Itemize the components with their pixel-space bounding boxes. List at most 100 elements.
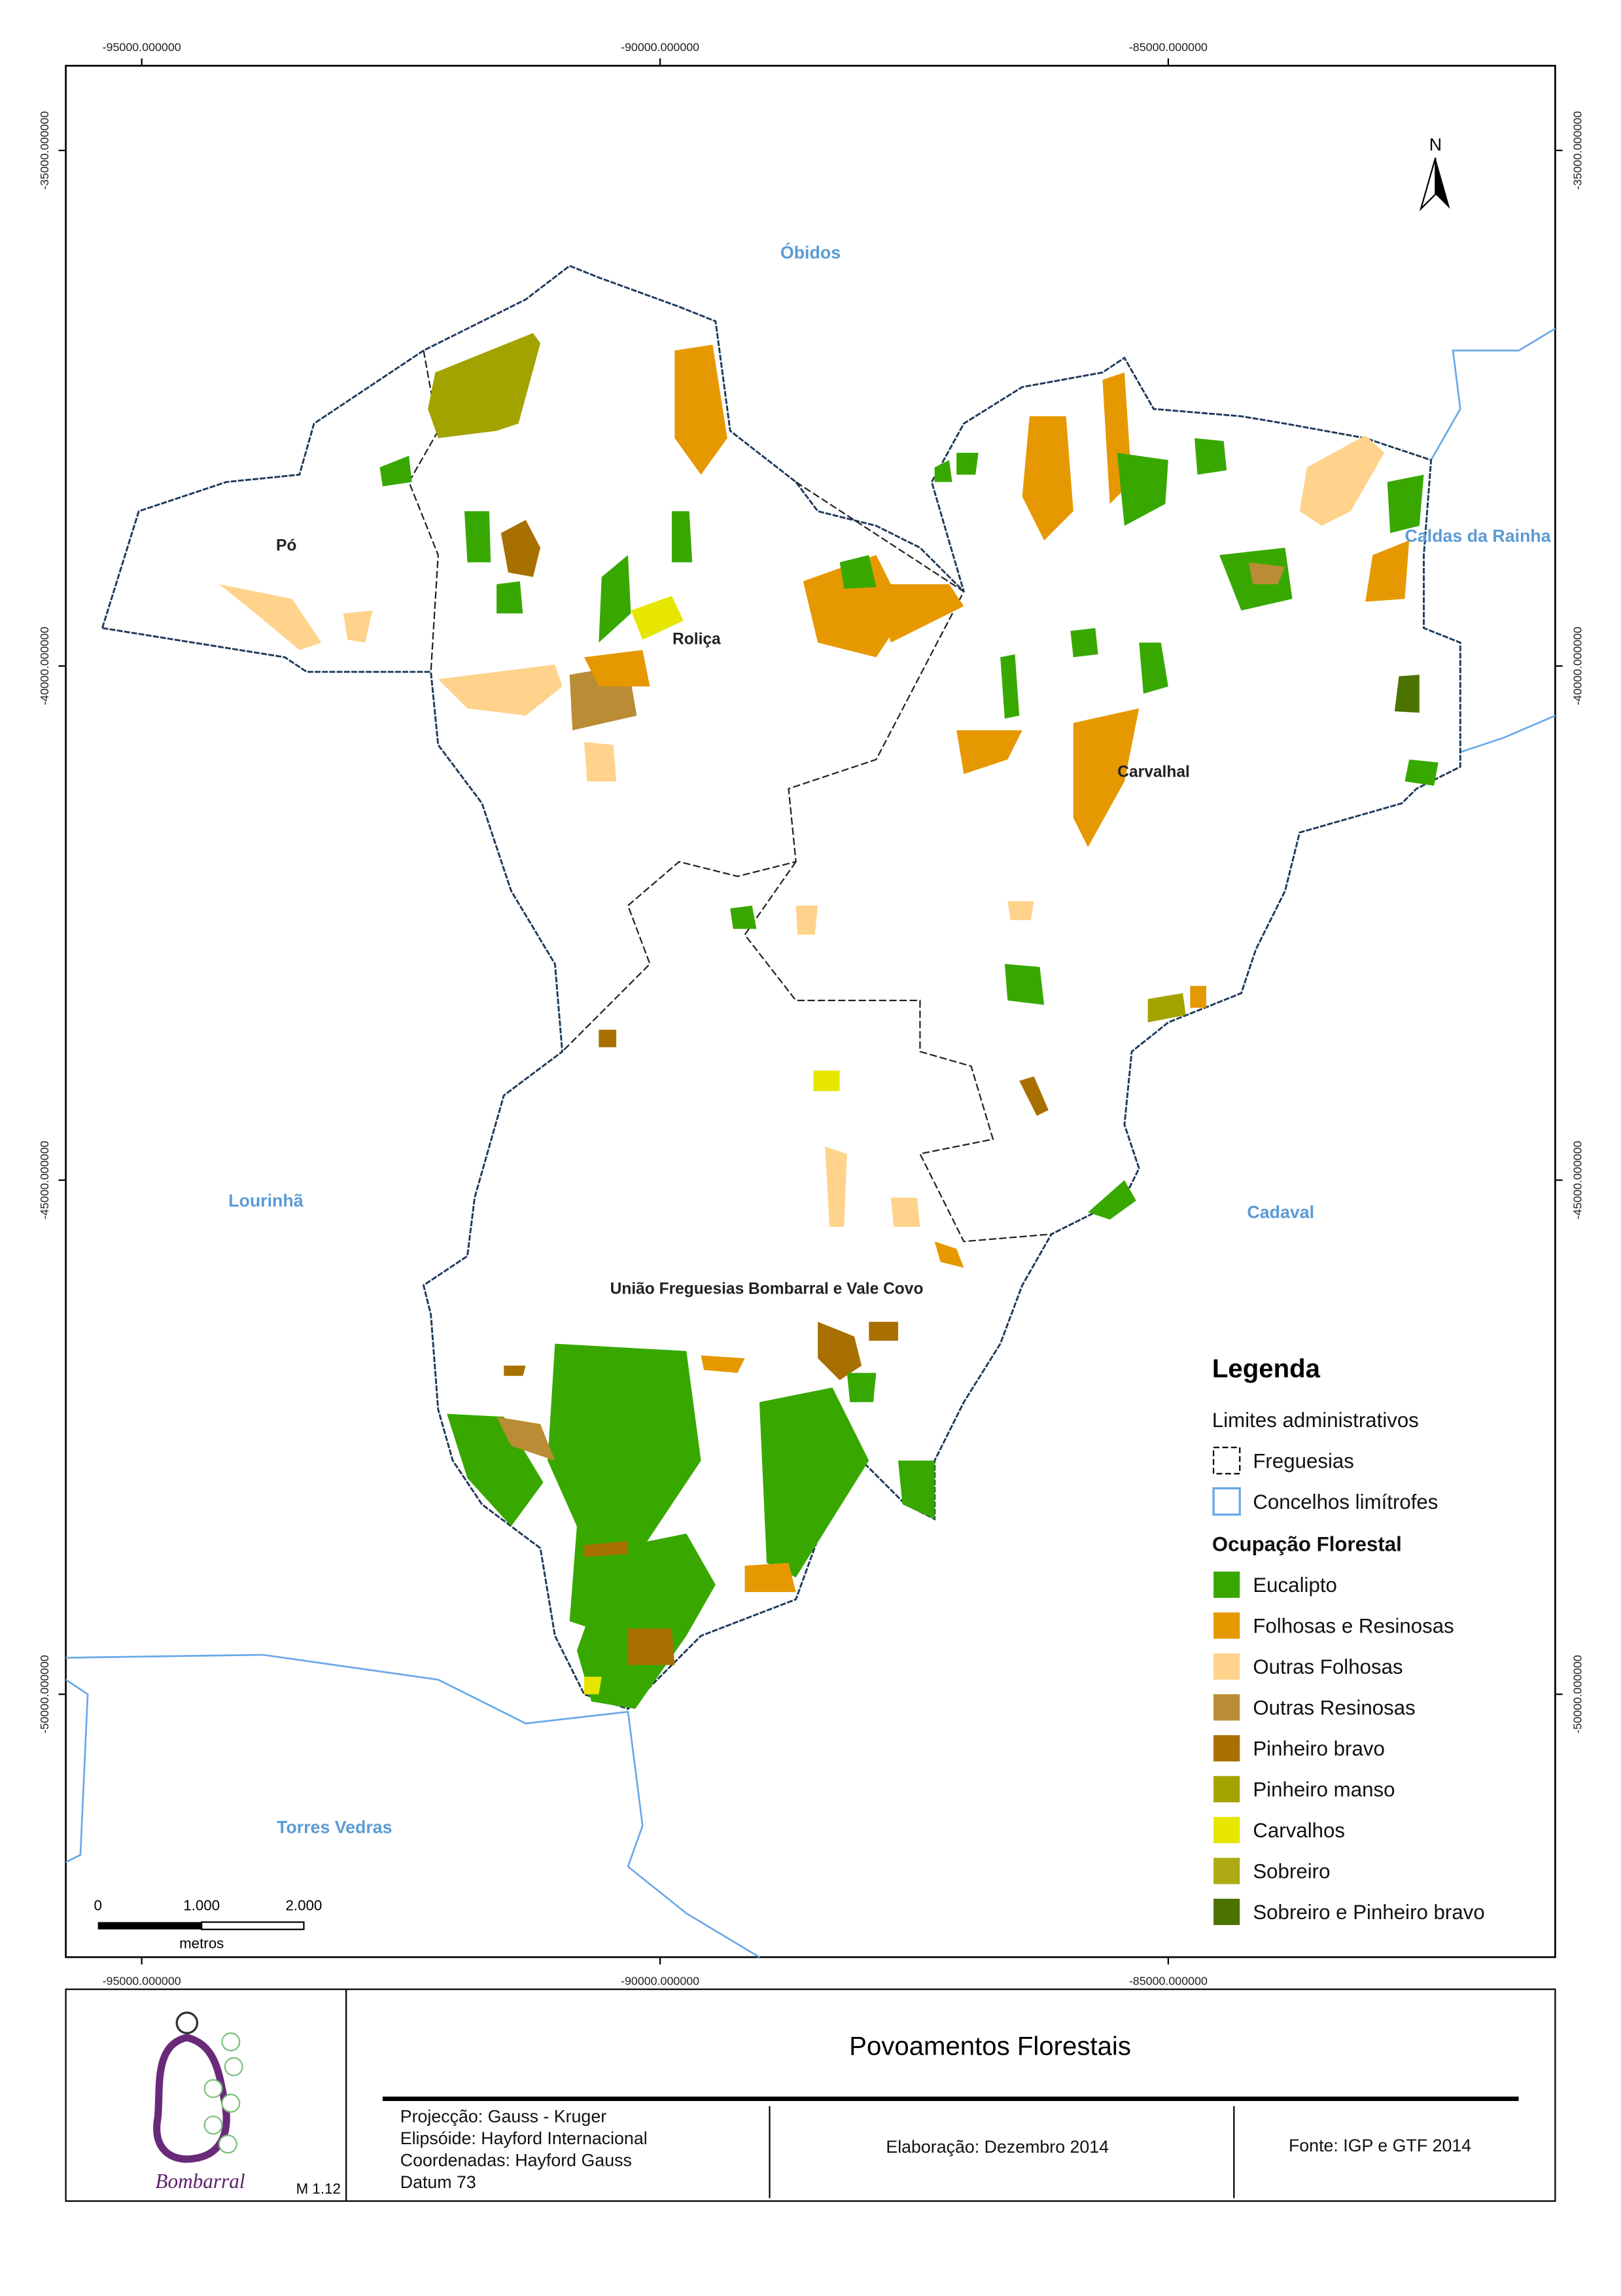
scale-bar: 0 1.000 2.000 metros — [94, 1898, 322, 1952]
forest-patch — [1365, 540, 1410, 602]
municipality-boundary — [101, 264, 1461, 1710]
tick-label: -35000.000000 — [1571, 111, 1584, 190]
forest-patch — [956, 452, 979, 475]
logo: Bombarral — [153, 2011, 245, 2193]
forest-patch — [813, 1070, 840, 1091]
forest-patch — [1073, 708, 1140, 847]
forest-patch — [1004, 964, 1045, 1005]
logo-grape — [224, 2057, 243, 2077]
tick-label: -40000.000000 — [38, 627, 51, 705]
legend-swatch — [1213, 1571, 1240, 1598]
tick-label: -45000.000000 — [1571, 1141, 1584, 1220]
neighbour-label: Óbidos — [780, 242, 841, 262]
neighbour-label: Caldas da Rainha — [1405, 526, 1552, 546]
forest-patch — [825, 1146, 847, 1227]
legend-swatch — [1213, 1858, 1240, 1884]
concelho-line — [65, 1653, 760, 1958]
legend-label: Pinheiro bravo — [1253, 1737, 1385, 1760]
forest-patch — [218, 584, 322, 650]
logo-grape — [221, 2093, 241, 2113]
forest-patch — [1194, 438, 1227, 475]
legend-swatch — [1213, 1612, 1240, 1639]
scale-segment — [97, 1922, 202, 1930]
forest-patch — [956, 730, 1022, 775]
legend-swatch — [1213, 1653, 1240, 1680]
title-block-frame — [65, 1988, 1556, 2202]
logo-grape — [221, 2032, 241, 2052]
parish-label: União Freguesias Bombarral e Vale Covo — [610, 1280, 924, 1298]
tick-label: -50000.000000 — [1571, 1655, 1584, 1733]
forest-patch — [584, 650, 650, 687]
tick-label: -90000.000000 — [621, 41, 699, 54]
scale-label: 0 — [94, 1898, 101, 1914]
forest-patch — [548, 1343, 701, 1636]
forest-patch — [500, 520, 541, 577]
map-title: Povoamentos Florestais — [849, 2032, 1131, 2061]
tick-label: -85000.000000 — [1129, 1975, 1208, 1988]
tick-label: -95000.000000 — [103, 41, 181, 54]
logo-grape — [218, 2134, 237, 2154]
date: Elaboração: Dezembro 2014 — [886, 2137, 1109, 2157]
forest-patch — [584, 741, 617, 782]
forest-patch — [1190, 985, 1206, 1008]
tick-label: -85000.000000 — [1129, 41, 1208, 54]
logo-pear — [153, 2034, 230, 2163]
parish-label: Pó — [276, 537, 296, 555]
logo-stem — [175, 2011, 199, 2034]
forest-patch — [447, 1413, 544, 1527]
legend-label: Concelhos limítrofes — [1253, 1491, 1438, 1513]
legend-swatch — [1213, 1776, 1240, 1803]
scale-unit: metros — [179, 1935, 224, 1952]
legend-title: Legenda — [1212, 1354, 1321, 1383]
forest-patch — [671, 511, 693, 563]
logo-grape — [203, 2115, 223, 2135]
forest-patch — [674, 344, 727, 475]
forest-patch — [464, 511, 491, 563]
legend-label: Carvalhos — [1253, 1819, 1345, 1842]
concelho-lines — [65, 328, 1556, 1958]
forest-patch — [744, 1563, 796, 1593]
forest-patch — [1022, 416, 1073, 540]
forest-patch — [1404, 759, 1438, 786]
forest-patch — [1019, 1076, 1049, 1116]
forest-patch — [631, 595, 684, 640]
legend-swatch — [1213, 1816, 1240, 1844]
projection-line: Projecção: Gauss - Kruger — [400, 2106, 606, 2126]
legend-label: Folhosas e Resinosas — [1253, 1615, 1454, 1638]
forest-patch — [818, 1322, 862, 1381]
tick-label: -45000.000000 — [38, 1141, 51, 1220]
tick-label: -50000.000000 — [38, 1655, 51, 1733]
forest-patch — [934, 460, 952, 482]
parish-label: Carvalhal — [1117, 764, 1190, 781]
legend-swatch — [1212, 1487, 1241, 1516]
forest-patch — [1007, 901, 1034, 921]
neighbour-label: Lourinhã — [228, 1191, 304, 1210]
legend-heading: Limites administrativos — [1212, 1409, 1419, 1432]
concelho-line — [1430, 328, 1556, 461]
forest-patch — [599, 1029, 617, 1048]
legend-label: Eucalipto — [1253, 1574, 1337, 1597]
forest-patch — [839, 555, 877, 589]
forest-patch — [846, 1373, 877, 1402]
map-code: M 1.12 — [296, 2181, 341, 2197]
concelho-line — [1459, 715, 1556, 753]
tick-label: -35000.000000 — [38, 111, 51, 190]
forest-patch — [1139, 643, 1168, 694]
legend-swatch — [1213, 1694, 1240, 1721]
forest-patch — [890, 1197, 920, 1227]
legend-label: Sobreiro e Pinheiro bravo — [1253, 1901, 1484, 1924]
forest-patch — [869, 1322, 898, 1341]
forest-patch — [1147, 993, 1186, 1023]
forest-patch — [599, 555, 631, 643]
forest-patch — [379, 455, 412, 487]
forest-patch — [1000, 654, 1020, 719]
forest-patch — [730, 905, 757, 929]
legend-label: Freguesias — [1253, 1449, 1354, 1472]
forest-patch — [1394, 675, 1420, 713]
forest-patch — [1117, 452, 1168, 526]
legend-swatch — [1212, 1446, 1241, 1475]
forest-patch — [1299, 435, 1385, 526]
north-label: N — [1429, 135, 1442, 154]
logo-text: Bombarral — [155, 2170, 245, 2193]
